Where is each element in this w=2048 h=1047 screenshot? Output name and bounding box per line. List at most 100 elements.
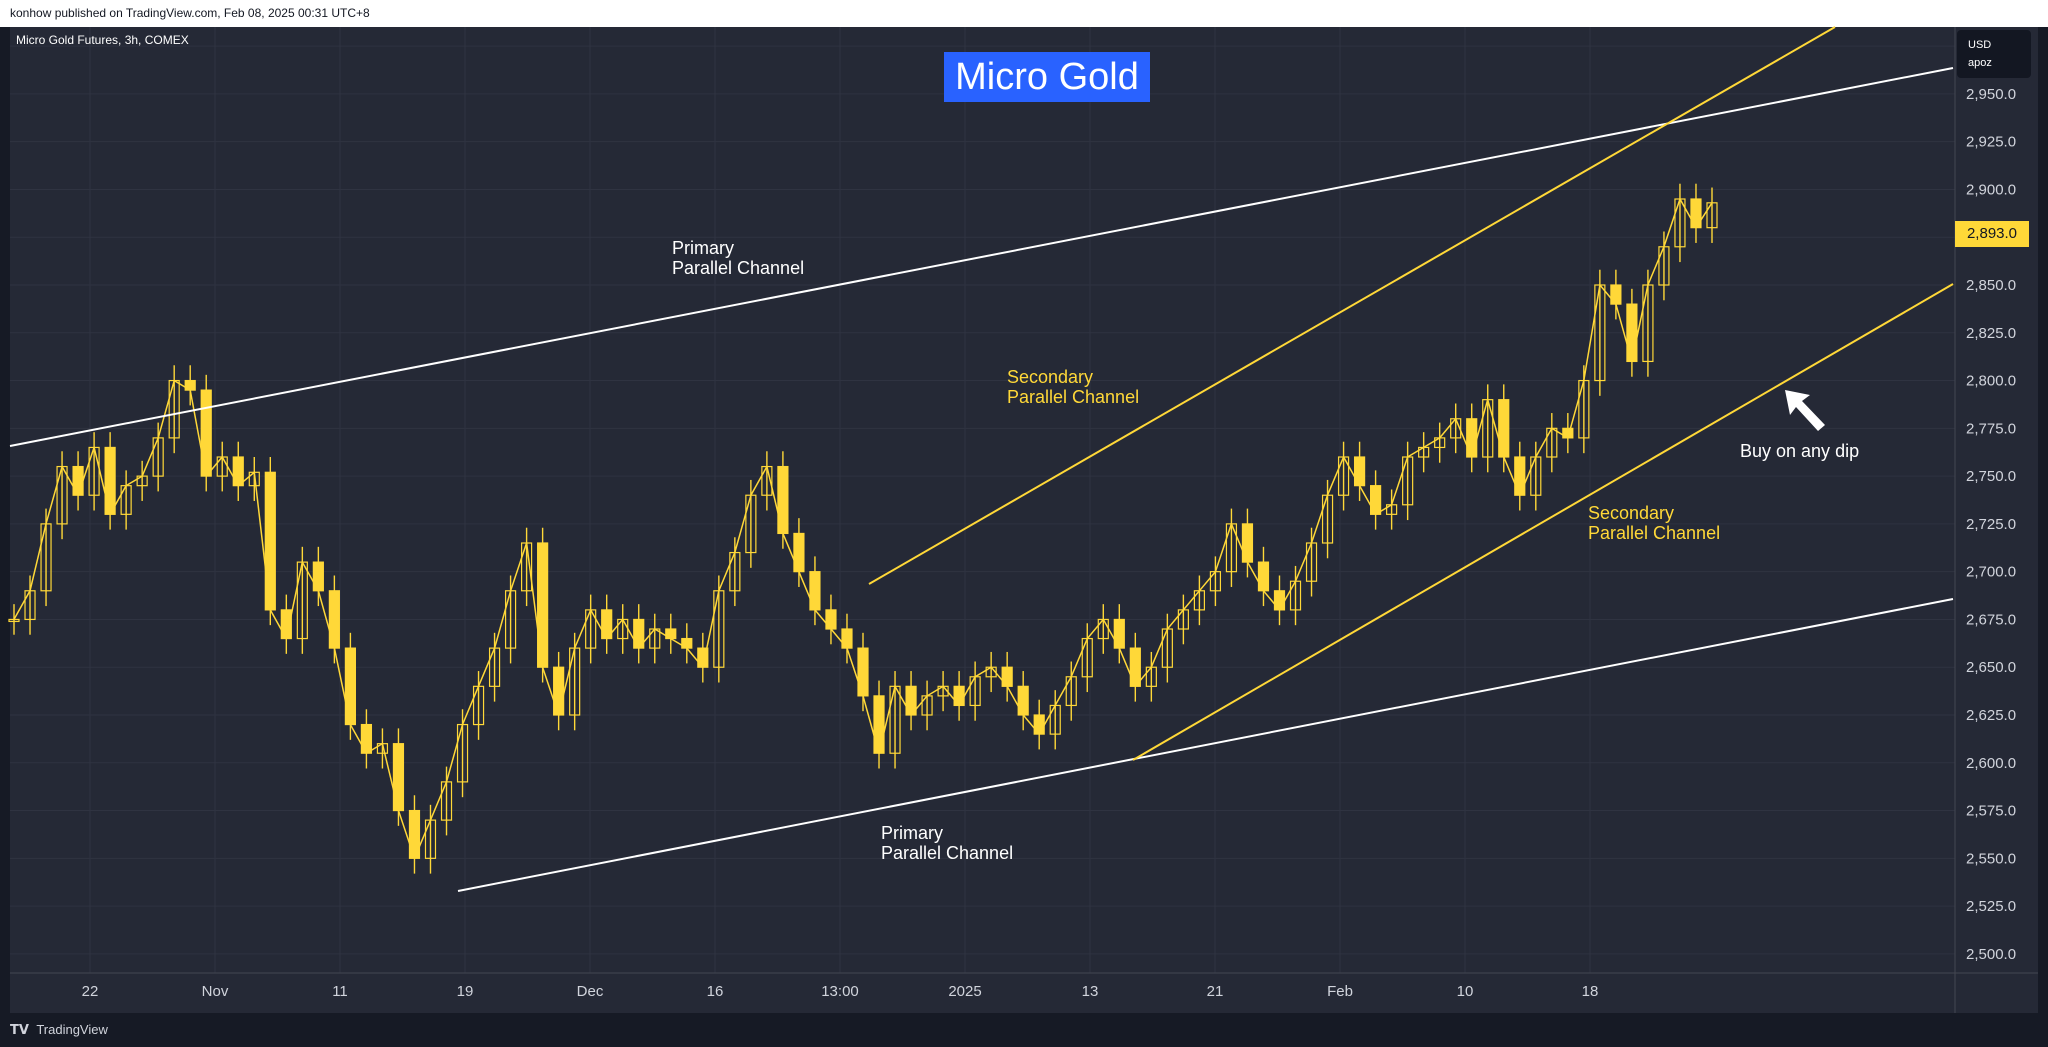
candle-body [873, 695, 885, 754]
candle-body [553, 666, 565, 716]
chart-area[interactable] [10, 27, 2038, 1013]
price-path [13, 197, 1713, 861]
tradingview-logo-icon: 𝗧𝗩 [10, 1022, 29, 1037]
axes: 2,500.0 2,525.0 2,550.0 2,575.0 2,600.0 2,625… [10, 27, 2038, 1013]
candle-body [777, 465, 789, 535]
x-tick-label: 21 [1207, 983, 1224, 1000]
candle-body [1017, 685, 1029, 716]
buy-note: Buy on any dip [1740, 441, 1860, 461]
symbol-info: Micro Gold Futures, 3h, COMEX [16, 33, 189, 47]
candle-body [825, 609, 837, 630]
y-tick-label: 2,925.0 [1966, 134, 2016, 151]
candle-body [1129, 647, 1141, 687]
candle-body [1241, 523, 1254, 563]
grid-lines [10, 27, 1955, 973]
candle-body [72, 465, 84, 496]
y-tick-label: 2,800.0 [1966, 373, 2016, 390]
channel-lines [9, 26, 1954, 892]
candle-body [8, 618, 20, 623]
x-tick-label: 22 [82, 983, 99, 1000]
x-tick-label: 10 [1457, 983, 1474, 1000]
y-tick-label: 2,550.0 [1966, 850, 2016, 867]
candle-body [857, 647, 869, 697]
x-tick-label: 2025 [948, 983, 981, 1000]
candle-body [1033, 714, 1045, 735]
candle-body [232, 456, 244, 487]
secondary-channel-lower-line[interactable] [1132, 283, 1954, 761]
candle-body [1273, 590, 1286, 611]
candle-body [344, 647, 356, 726]
y-tick-label: 2,525.0 [1966, 898, 2016, 915]
footer: 𝗧𝗩 TradingView [0, 1013, 2048, 1047]
secondary-upper-label-line1: Secondary [1007, 367, 1094, 387]
candle-body [1498, 399, 1510, 458]
secondary-upper-label-line2: Parallel Channel [1007, 387, 1140, 407]
x-tick-label: 13 [1082, 983, 1099, 1000]
footer-brand: TradingView [36, 1022, 108, 1037]
secondary-channel-upper-line[interactable] [868, 26, 1836, 585]
primary-channel-lower-line[interactable] [457, 598, 1954, 892]
primary-lower-label-line2: Parallel Channel [881, 843, 1014, 863]
y-tick-label: 2,750.0 [1966, 468, 2016, 485]
y-tick-label: 2,625.0 [1966, 707, 2016, 724]
candle-body [953, 685, 965, 707]
candle-body [264, 471, 276, 611]
chart-title: Micro Gold [944, 52, 1150, 102]
x-tick-label: Dec [577, 983, 604, 1000]
candle-body [1466, 418, 1478, 458]
candle-body [809, 571, 821, 611]
y-tick-label: 2,500.0 [1966, 946, 2016, 963]
secondary-lower-label: Secondary Parallel Channel [1588, 503, 1720, 543]
candle-body [1370, 485, 1382, 515]
y-tick-label: 2,950.0 [1966, 86, 2016, 103]
primary-upper-label: Primary Parallel Channel [672, 238, 804, 278]
primary-upper-label-line2: Parallel Channel [672, 258, 805, 278]
secondary-lower-label-line1: Secondary [1588, 503, 1675, 523]
candle-body [328, 590, 340, 649]
currency-code: USD [1968, 39, 1992, 51]
x-tick-label: 13:00 [821, 983, 859, 1000]
candle-body [392, 743, 405, 812]
y-tick-label: 2,600.0 [1966, 755, 2016, 772]
y-tick-label: 2,775.0 [1966, 420, 2016, 437]
currency-sub: apoz [1968, 57, 1992, 69]
arrow-pointing-up-left-icon [1785, 390, 1825, 431]
candle-body [312, 561, 324, 592]
candle-body [1626, 303, 1638, 363]
x-tick-label: 16 [707, 983, 724, 1000]
candle-body [793, 532, 805, 573]
candle-body [1113, 618, 1125, 649]
primary-lower-label-line1: Primary [881, 823, 943, 843]
candle-body [537, 542, 549, 668]
candle-body [1257, 561, 1270, 592]
candle-body [1610, 284, 1622, 305]
y-tick-label: 2,650.0 [1966, 659, 2016, 676]
y-tick-label: 2,575.0 [1966, 803, 2016, 820]
x-tick-label: Feb [1327, 983, 1353, 1000]
candle-body [104, 446, 116, 515]
price-series [8, 183, 1718, 874]
candle-body [1353, 456, 1366, 487]
y-tick-label: 2,850.0 [1966, 277, 2016, 294]
candle-body [1514, 456, 1526, 496]
x-tick-label: 11 [332, 983, 348, 1000]
x-tick-label: 18 [1582, 983, 1599, 1000]
candle-body [200, 389, 212, 477]
x-tick-label: Nov [202, 983, 229, 1000]
y-tick-label: 2,675.0 [1966, 611, 2016, 628]
y-tick-label: 2,900.0 [1966, 181, 2016, 198]
candle-body [841, 628, 853, 649]
primary-channel-upper-line[interactable] [9, 67, 1954, 447]
secondary-upper-label: Secondary Parallel Channel [1007, 367, 1139, 407]
x-tick-label: 19 [457, 983, 474, 1000]
primary-lower-label: Primary Parallel Channel [881, 823, 1013, 863]
y-tick-label: 2,825.0 [1966, 325, 2016, 342]
secondary-lower-label-line2: Parallel Channel [1588, 523, 1721, 543]
y-tick-label: 2,725.0 [1966, 516, 2016, 533]
y-tick-label: 2,700.0 [1966, 564, 2016, 581]
publish-info: konhow published on TradingView.com, Feb… [0, 0, 2048, 27]
candle-body [1001, 666, 1013, 687]
currency-selector[interactable]: USD apoz [1957, 30, 2031, 78]
last-price-tag: 2,893.0 [1955, 221, 2029, 247]
